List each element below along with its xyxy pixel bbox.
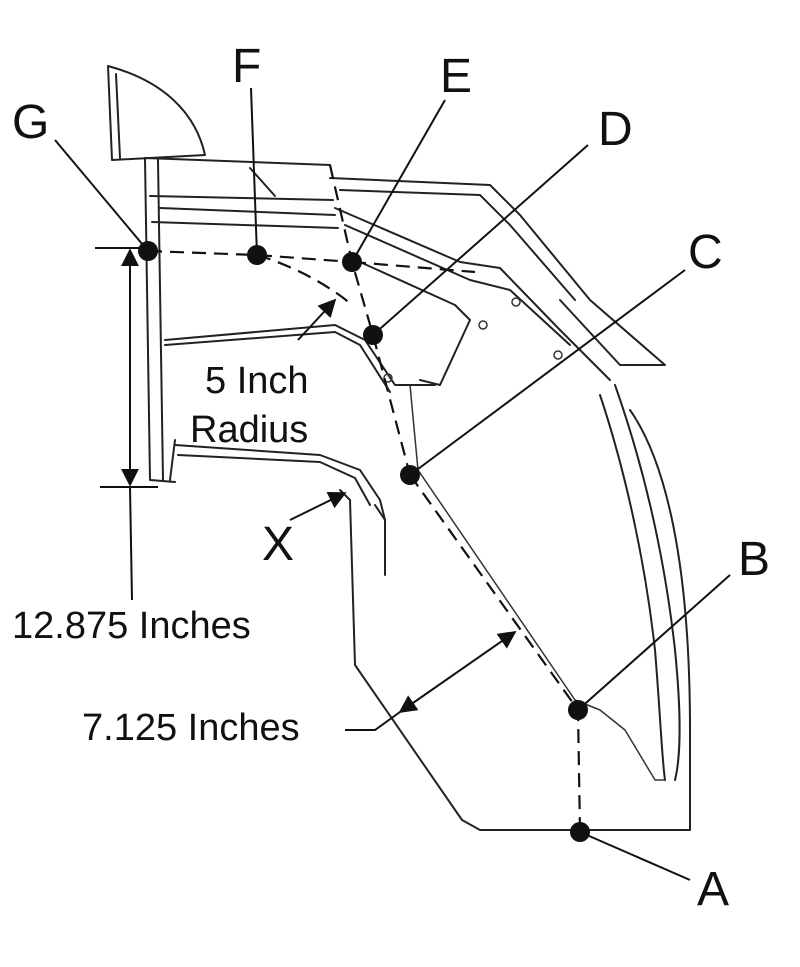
label-b: B [738,533,770,586]
point-f-dot [247,245,267,265]
point-labels: A B C D E F G [12,40,770,916]
annotations: 5 Inch Radius X 12.875 Inches 7.125 Inch… [12,360,309,749]
x-label: X [262,518,294,571]
label-e: E [440,50,472,103]
radius-label-line1: 5 Inch [205,360,309,402]
height-dimension-label: 12.875 Inches [12,605,251,647]
label-a: A [697,863,729,916]
point-d-dot [363,325,383,345]
label-c: C [688,226,723,279]
offset-dimension-label: 7.125 Inches [82,707,300,749]
label-leaders [54,87,731,881]
radius-label-line2: Radius [190,409,308,451]
point-e-dot [342,252,362,272]
measurement-points [138,241,590,842]
fender-outline [107,65,691,831]
dimension-lines [95,247,517,731]
point-b-dot [568,700,588,720]
point-a-dot [570,822,590,842]
label-d: D [598,103,633,156]
label-f: F [232,40,261,93]
point-g-dot [138,241,158,261]
label-g: G [12,96,49,149]
point-c-dot [400,465,420,485]
